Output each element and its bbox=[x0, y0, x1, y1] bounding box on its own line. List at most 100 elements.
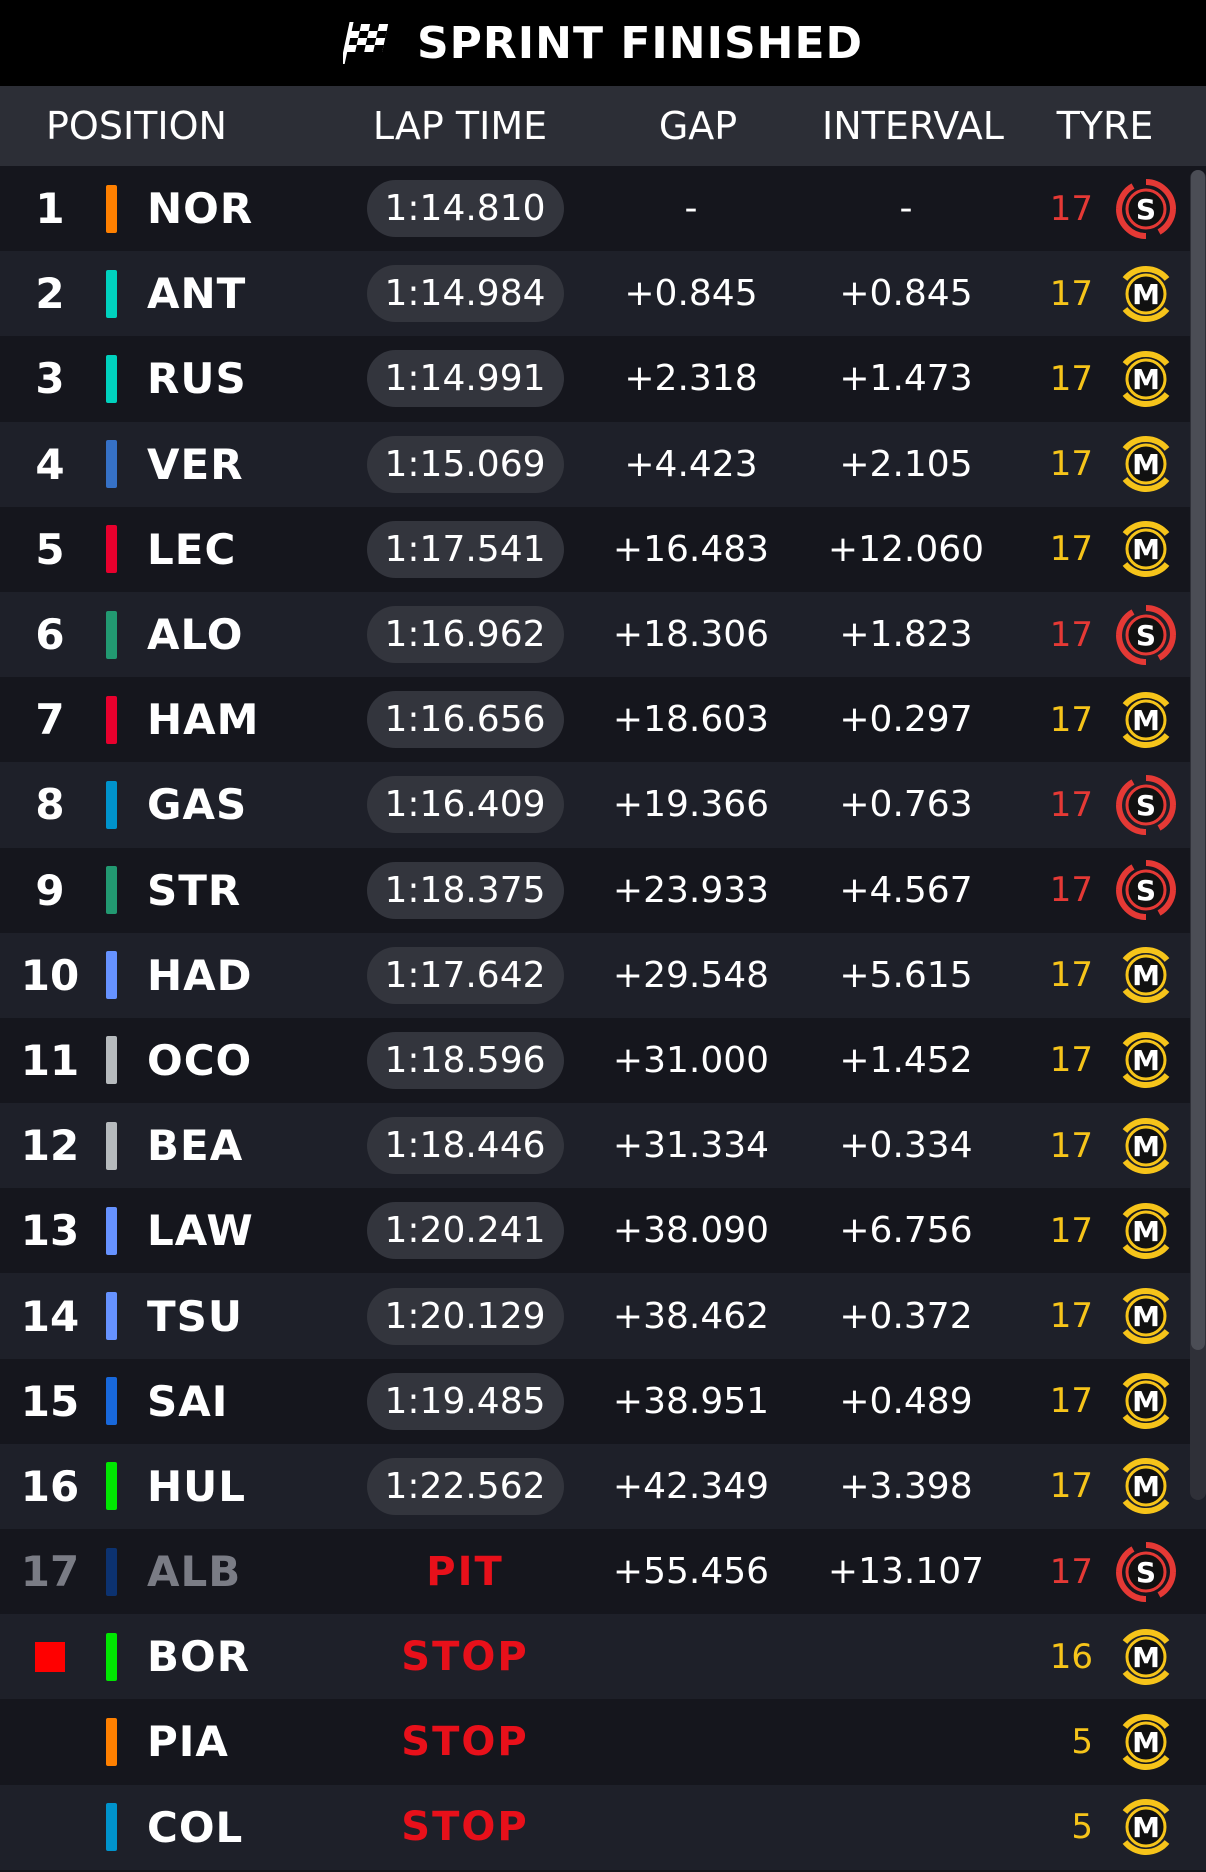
driver-code: LEC bbox=[147, 524, 237, 574]
table-row[interactable]: 9 STR 1:18.375 +23.933 +4.567 17 S bbox=[0, 847, 1206, 933]
table-row[interactable]: 12 BEA 1:18.446 +31.334 +0.334 17 M bbox=[0, 1103, 1206, 1189]
svg-text:S: S bbox=[1136, 789, 1156, 822]
position-cell: 11 bbox=[20, 1035, 80, 1085]
scrollbar[interactable] bbox=[1190, 170, 1206, 1500]
interval-cell: +0.297 bbox=[839, 699, 973, 741]
checkered-flag-icon bbox=[342, 22, 389, 64]
lap-time-cell: STOP bbox=[347, 1634, 583, 1680]
interval-cell: +0.845 bbox=[839, 273, 973, 315]
position-cell: 1 bbox=[35, 184, 65, 234]
table-row[interactable]: 16 HUL 1:22.562 +42.349 +3.398 17 M bbox=[0, 1443, 1206, 1529]
table-row[interactable]: 8 GAS 1:16.409 +19.366 +0.763 17 S bbox=[0, 762, 1206, 848]
lap-time-pill: 1:17.541 bbox=[366, 520, 564, 578]
gap-cell: +16.483 bbox=[612, 528, 770, 570]
column-header-lap-time: LAP TIME bbox=[372, 104, 548, 148]
team-color-bar bbox=[106, 1121, 117, 1170]
svg-text:M: M bbox=[1132, 1641, 1160, 1674]
table-row[interactable]: COL STOP 5 M bbox=[0, 1784, 1206, 1870]
svg-text:M: M bbox=[1132, 1470, 1160, 1503]
team-color-bar bbox=[106, 1292, 117, 1341]
column-header-position: POSITION bbox=[46, 104, 227, 148]
table-row[interactable]: 4 VER 1:15.069 +4.423 +2.105 17 M bbox=[0, 421, 1206, 507]
tyre-laps: 17 bbox=[1049, 273, 1093, 314]
team-color-bar bbox=[106, 184, 117, 233]
tyre-laps: 17 bbox=[1049, 1296, 1093, 1337]
team-color-bar bbox=[106, 354, 117, 403]
table-row[interactable]: 5 LEC 1:17.541 +16.483 +12.060 17 M bbox=[0, 506, 1206, 592]
lap-time-pill: 1:15.069 bbox=[366, 435, 564, 493]
tyre-laps: 17 bbox=[1049, 529, 1093, 570]
position-cell: 10 bbox=[20, 950, 80, 1000]
status-label: STOP bbox=[401, 1718, 529, 1765]
lap-time-pill: 1:19.485 bbox=[366, 1372, 564, 1430]
lap-time-cell: 1:14.991 bbox=[347, 350, 583, 408]
tyre-medium-icon: M bbox=[1122, 1288, 1170, 1345]
gap-cell: +31.000 bbox=[612, 1039, 770, 1081]
lap-time-cell: 1:16.962 bbox=[347, 606, 583, 664]
svg-text:S: S bbox=[1136, 619, 1156, 652]
svg-text:M: M bbox=[1132, 1044, 1160, 1077]
table-row[interactable]: 13 LAW 1:20.241 +38.090 +6.756 17 M bbox=[0, 1188, 1206, 1274]
position-cell: 15 bbox=[20, 1376, 80, 1426]
timing-table[interactable]: 1 NOR 1:14.810 - - 17 S 2 ANT 1:14.984 +… bbox=[0, 166, 1206, 1872]
position-cell bbox=[0, 1641, 100, 1672]
tyre-laps: 5 bbox=[1071, 1807, 1093, 1848]
table-row[interactable]: 17 ALB PIT +55.456 +13.107 17 S bbox=[0, 1529, 1206, 1615]
table-row[interactable]: 10 HAD 1:17.642 +29.548 +5.615 17 M bbox=[0, 932, 1206, 1018]
tyre-soft-icon: S bbox=[1116, 860, 1176, 921]
svg-text:M: M bbox=[1132, 278, 1160, 311]
driver-code: GAS bbox=[147, 780, 248, 830]
gap-cell: +29.548 bbox=[612, 954, 770, 996]
interval-cell: - bbox=[899, 188, 913, 230]
tyre-laps: 16 bbox=[1049, 1636, 1093, 1677]
svg-text:S: S bbox=[1136, 1556, 1156, 1589]
lap-time-cell: STOP bbox=[347, 1719, 583, 1765]
lap-time-pill: 1:14.810 bbox=[366, 180, 564, 238]
tyre-laps: 17 bbox=[1049, 784, 1093, 825]
position-cell: 9 bbox=[35, 865, 65, 915]
team-color-bar bbox=[106, 269, 117, 318]
table-row[interactable]: 3 RUS 1:14.991 +2.318 +1.473 17 M bbox=[0, 336, 1206, 422]
table-row[interactable]: 2 ANT 1:14.984 +0.845 +0.845 17 M bbox=[0, 251, 1206, 337]
position-cell: 4 bbox=[35, 439, 65, 489]
table-row[interactable]: PIA STOP 5 M bbox=[0, 1699, 1206, 1785]
gap-cell: +38.462 bbox=[612, 1295, 770, 1337]
interval-cell: +0.763 bbox=[839, 784, 973, 826]
table-row[interactable]: BOR STOP 16 M bbox=[0, 1614, 1206, 1700]
lap-time-cell: 1:16.656 bbox=[347, 691, 583, 749]
lap-time-pill: 1:22.562 bbox=[366, 1457, 564, 1515]
tyre-medium-icon: M bbox=[1122, 265, 1170, 322]
table-row[interactable]: 14 TSU 1:20.129 +38.462 +0.372 17 M bbox=[0, 1273, 1206, 1359]
svg-text:S: S bbox=[1136, 874, 1156, 907]
interval-cell: +0.489 bbox=[839, 1380, 973, 1422]
interval-cell: +0.372 bbox=[839, 1295, 973, 1337]
lap-time-cell: 1:15.069 bbox=[347, 435, 583, 493]
interval-cell: +1.823 bbox=[839, 614, 973, 656]
svg-text:S: S bbox=[1136, 193, 1156, 226]
tyre-medium-icon: M bbox=[1122, 1373, 1170, 1430]
driver-code: HAD bbox=[147, 950, 253, 1000]
lap-time-cell: 1:22.562 bbox=[347, 1457, 583, 1515]
svg-text:M: M bbox=[1132, 1385, 1160, 1418]
gap-cell: +18.306 bbox=[612, 614, 770, 656]
team-color-bar bbox=[106, 1462, 117, 1511]
svg-text:M: M bbox=[1132, 1811, 1160, 1844]
position-cell: 3 bbox=[35, 354, 65, 404]
table-row[interactable]: 15 SAI 1:19.485 +38.951 +0.489 17 M bbox=[0, 1358, 1206, 1444]
interval-cell: +1.473 bbox=[839, 358, 973, 400]
tyre-soft-icon: S bbox=[1116, 774, 1176, 835]
table-row[interactable]: 1 NOR 1:14.810 - - 17 S bbox=[0, 166, 1206, 252]
table-row[interactable]: 6 ALO 1:16.962 +18.306 +1.823 17 S bbox=[0, 591, 1206, 678]
tyre-laps: 17 bbox=[1049, 699, 1093, 740]
table-row[interactable]: 7 HAM 1:16.656 +18.603 +0.297 17 M bbox=[0, 677, 1206, 763]
scrollbar-thumb[interactable] bbox=[1191, 170, 1205, 1350]
tyre-medium-icon: M bbox=[1122, 1202, 1170, 1259]
driver-code: TSU bbox=[147, 1291, 244, 1341]
tyre-soft-icon: S bbox=[1116, 1541, 1176, 1602]
driver-code: HAM bbox=[147, 695, 260, 745]
team-color-bar bbox=[106, 866, 117, 915]
tyre-laps: 17 bbox=[1049, 1040, 1093, 1081]
table-row[interactable]: 11 OCO 1:18.596 +31.000 +1.452 17 M bbox=[0, 1017, 1206, 1104]
tyre-medium-icon: M bbox=[1122, 1117, 1170, 1174]
position-cell: 17 bbox=[20, 1547, 80, 1597]
